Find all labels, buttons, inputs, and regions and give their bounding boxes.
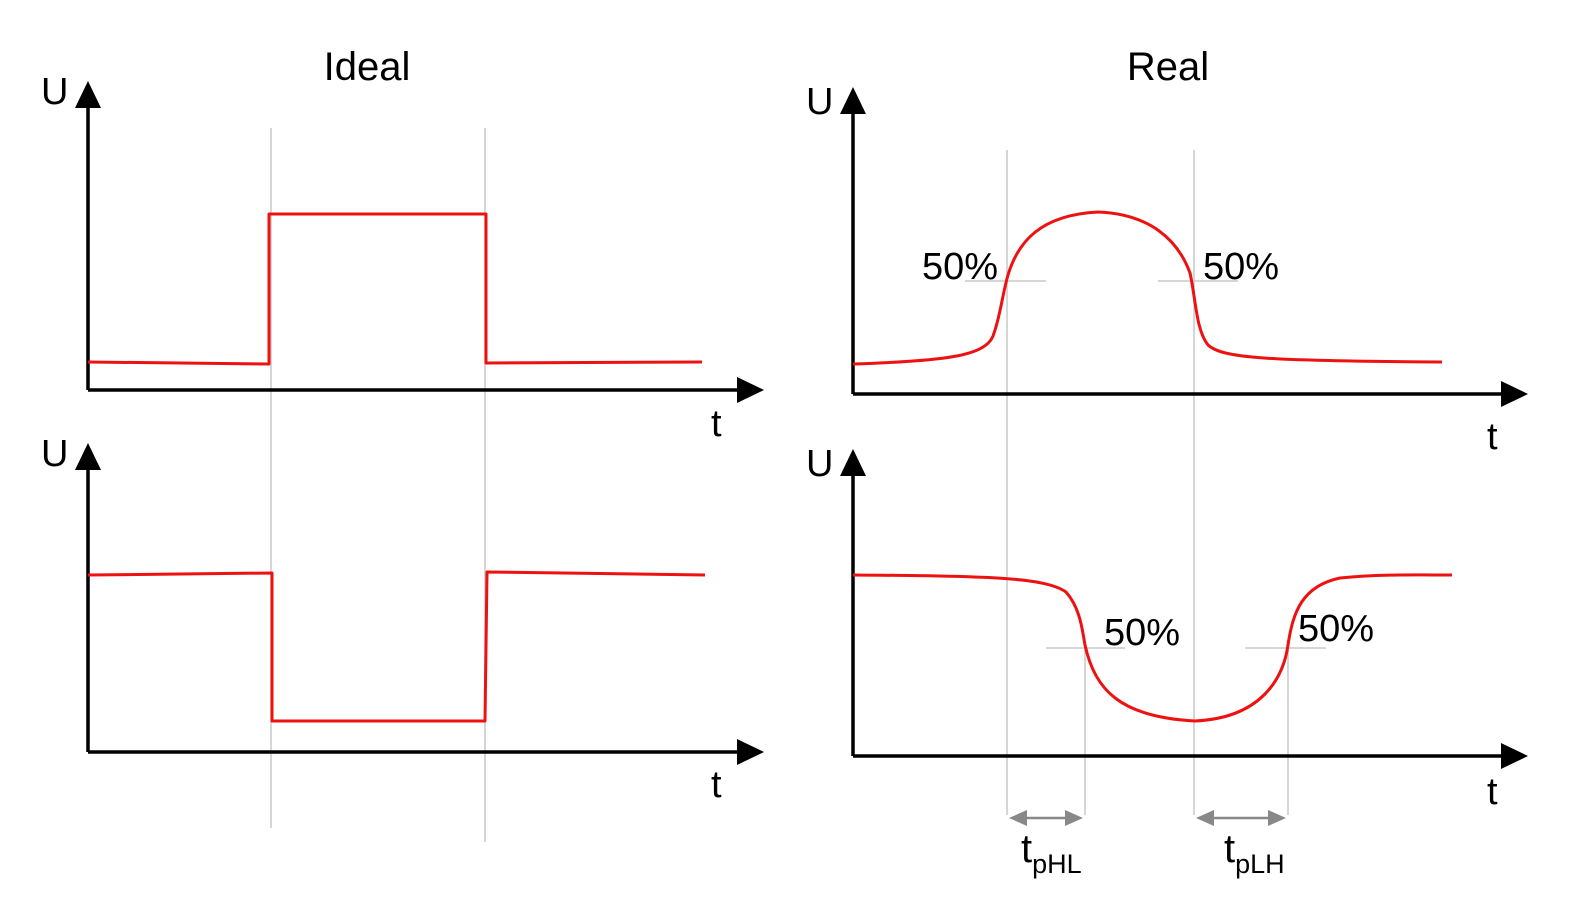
- ideal-input-signal: [87, 212, 703, 366]
- arrowhead-left: [1196, 810, 1214, 826]
- arrowhead-up: [840, 449, 866, 476]
- arrowhead-right: [1268, 810, 1286, 826]
- arrowhead-right: [737, 377, 764, 403]
- threshold-label-input-rise: 50%: [922, 246, 998, 288]
- timing-dimensions: [1009, 810, 1286, 826]
- tphl-label: tpHL: [1021, 827, 1082, 879]
- real-input-signal: [852, 210, 1443, 366]
- tplh-subscript: pLH: [1235, 849, 1285, 879]
- tplh-label: tpLH: [1224, 827, 1285, 879]
- real-bottom-u-label: U: [806, 443, 833, 485]
- tphl-subscript: pHL: [1032, 849, 1082, 879]
- real-bottom-t-label: t: [1487, 771, 1498, 813]
- guide-lines: [270, 128, 1289, 842]
- ideal-bottom-u-label: U: [41, 433, 68, 475]
- real-title: Real: [1127, 45, 1209, 89]
- threshold-label-output-fall: 50%: [1104, 612, 1180, 654]
- arrowhead-up: [75, 81, 101, 108]
- axes: [75, 81, 1528, 769]
- arrowhead-right: [1065, 810, 1083, 826]
- real-output-signal: [852, 573, 1453, 723]
- arrowhead-up: [75, 443, 101, 470]
- ideal-title: Ideal: [324, 45, 411, 89]
- arrowhead-right: [1501, 381, 1528, 407]
- real-top-t-label: t: [1487, 416, 1498, 458]
- arrowhead-left: [1009, 810, 1027, 826]
- real-top-u-label: U: [806, 81, 833, 123]
- arrowhead-right: [1501, 743, 1528, 769]
- ideal-output-signal: [87, 570, 706, 723]
- threshold-label-output-rise: 50%: [1298, 608, 1374, 650]
- tphl-base: t: [1021, 827, 1032, 871]
- arrowhead-right: [737, 739, 764, 765]
- threshold-marks: [965, 280, 1326, 649]
- ideal-top-u-label: U: [41, 71, 68, 113]
- ideal-top-t-label: t: [711, 403, 722, 445]
- arrowhead-up: [840, 87, 866, 114]
- threshold-label-input-fall: 50%: [1203, 246, 1279, 288]
- signals: [87, 210, 1453, 723]
- ideal-bottom-t-label: t: [711, 764, 722, 806]
- tplh-base: t: [1224, 827, 1235, 871]
